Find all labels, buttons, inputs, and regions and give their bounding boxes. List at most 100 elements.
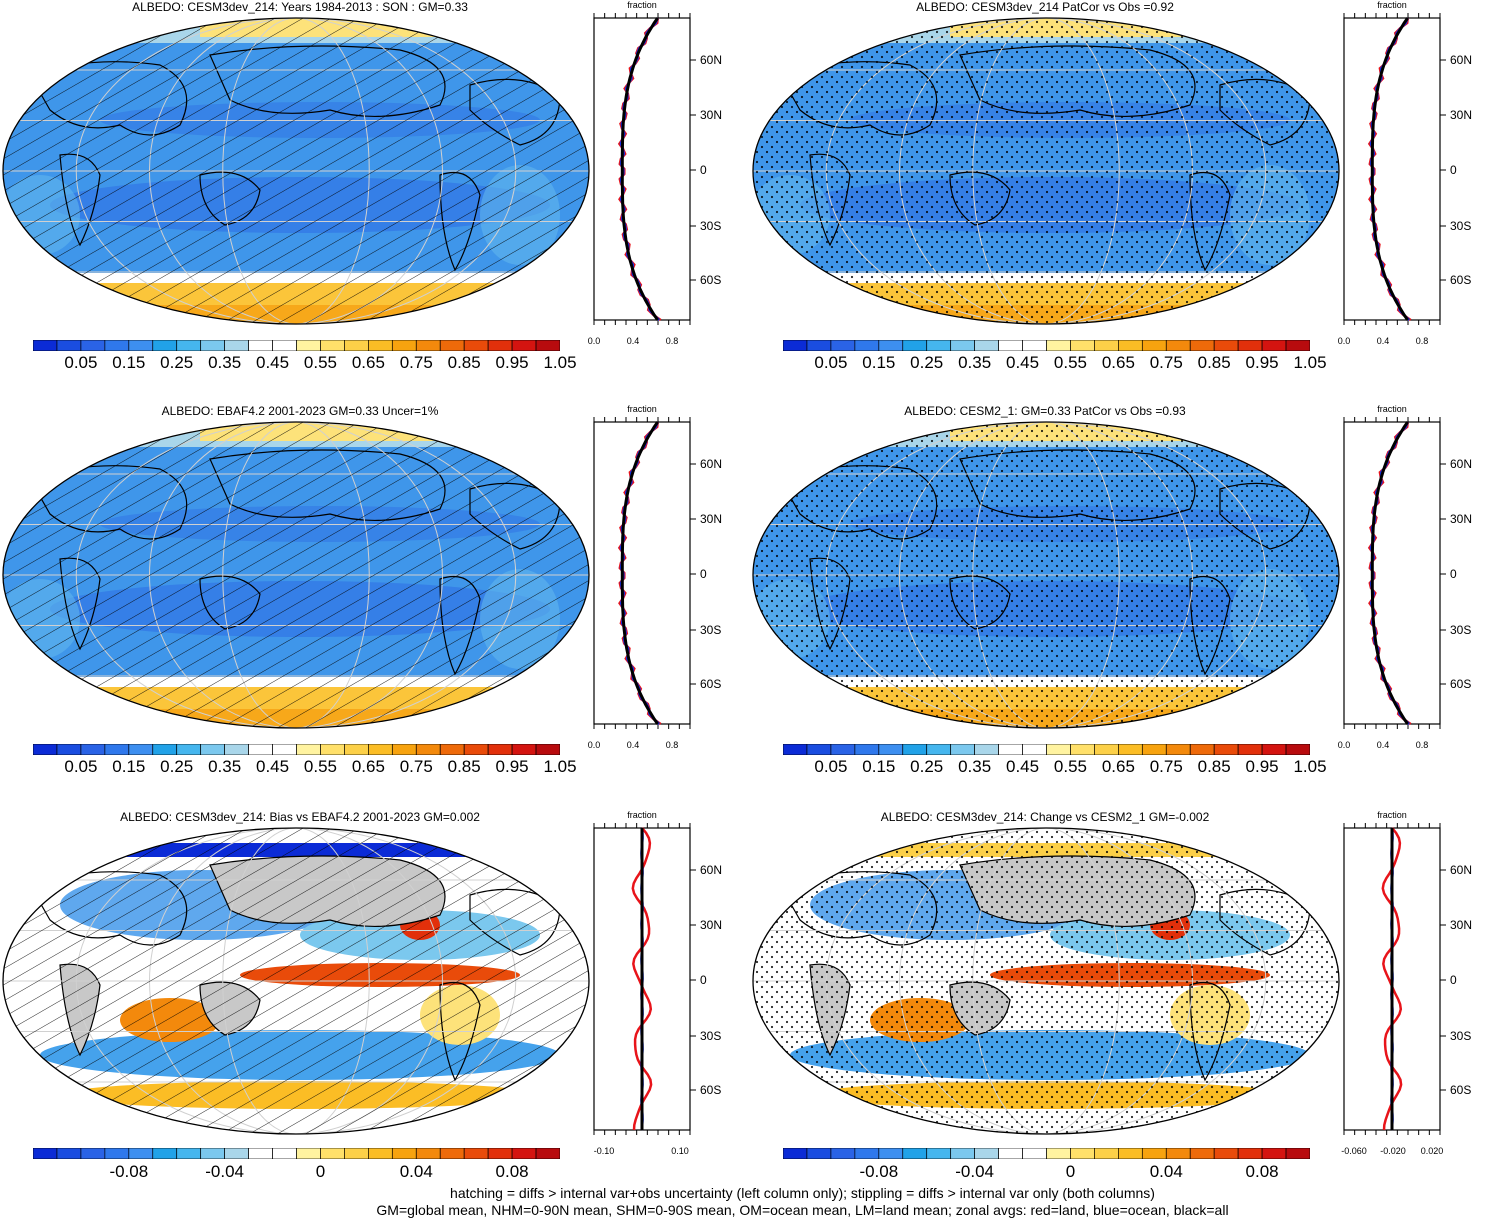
colorbar-label: 0.05 [814,353,848,372]
colorbar-swatch [1285,340,1310,351]
colorbar-swatch [128,744,154,755]
colorbar-label: 0.85 [447,757,481,776]
lat-label: 30S [700,623,721,637]
colorbar-label: 0.35 [208,757,242,776]
colorbar-swatch [272,340,297,351]
colorbar-label: 0.85 [1197,757,1231,776]
colorbar-label: 0.55 [1053,757,1087,776]
map-panel-2 [752,17,1340,325]
colorbar-swatch [1141,744,1167,755]
panel-title-1: ALBEDO: CESM3dev_214: Years 1984-2013 : … [132,0,468,14]
colorbar-swatch [926,744,952,755]
colorbar-3 [33,744,560,755]
colorbar-swatch [902,340,928,351]
lat-label: 0 [1450,973,1457,987]
panel-title-4: ALBEDO: CESM2_1: GM=0.33 PatCor vs Obs =… [904,404,1186,418]
colorbar-swatch [806,744,832,755]
zonal-tick-label: 0.8 [1416,336,1429,346]
colorbar-swatch [1141,340,1167,351]
lat-label: 60N [700,457,722,471]
colorbar-swatch [806,340,832,351]
zonal-tick-label: -0.10 [594,1146,615,1156]
colorbar-swatch [80,744,106,755]
colorbar-swatch [511,1148,537,1159]
colorbar-label: 0.55 [1053,353,1087,372]
colorbar-swatch [830,340,856,351]
colorbar-swatch [1165,744,1191,755]
colorbar-swatch [974,744,999,755]
colorbar-label: 1.05 [1293,757,1327,776]
colorbar-label: -0.04 [955,1162,994,1181]
zonal-tick-label: 0.4 [627,336,640,346]
colorbar-label: 0.75 [1149,757,1183,776]
colorbar-swatch [1237,340,1263,351]
panel-title-6: ALBEDO: CESM3dev_214: Change vs CESM2_1 … [880,810,1210,824]
colorbar-label: 0.85 [1197,353,1231,372]
zonal-panel-4: fraction 60N 30N 0 30S 60S 0.0 0.4 0.8 [1338,404,1472,750]
colorbar-swatch [878,340,904,351]
colorbar-swatch [830,1148,856,1159]
colorbar-swatch [33,1148,58,1159]
colorbar-label: 0.05 [64,757,98,776]
colorbar-swatch [248,1148,273,1159]
colorbar-swatch [200,340,225,351]
colorbar-swatch [1094,1148,1119,1159]
colorbar-swatch [535,744,560,755]
colorbar-swatch [439,744,465,755]
colorbar-swatch [248,744,273,755]
colorbar-labels-5: -0.08 -0.04 0 0.04 0.08 [33,1162,560,1182]
colorbar-swatch [1022,744,1047,755]
panel-title-5: ALBEDO: CESM3dev_214: Bias vs EBAF4.2 20… [120,810,480,824]
colorbar-swatch [854,744,880,755]
colorbar-swatch [320,744,345,755]
colorbar-swatch [783,744,808,755]
colorbar-swatch [152,1148,178,1159]
map-panel-5 [2,827,590,1135]
colorbar-swatch [439,1148,465,1159]
colorbar-swatch [296,1148,321,1159]
colorbar-swatch [463,1148,489,1159]
colorbar-label: 0.45 [1005,757,1040,776]
lat-label: 30N [700,918,722,932]
colorbar-swatch [783,340,808,351]
colorbar-label: -0.08 [109,1162,149,1181]
colorbar-swatch [1237,1148,1263,1159]
colorbar-swatch [1046,744,1071,755]
colorbar-swatch [1118,744,1143,755]
colorbar-labels-3: 0.05 0.15 0.25 0.35 0.45 0.55 0.65 0.75 0.85 0.95… [33,757,576,777]
lat-label: 30N [1450,918,1472,932]
colorbar-label: 0.25 [160,353,194,372]
colorbar-label: 0.45 [1005,353,1040,372]
colorbar-label: 0.08 [495,1162,529,1181]
colorbar-swatch [974,1148,999,1159]
zonal-axis-title: fraction [1377,810,1407,820]
colorbar-label: 1.05 [1293,353,1327,372]
zonal-axis-title: fraction [627,404,657,414]
colorbar-swatch [998,340,1023,351]
zonal-tick-label: 0.0 [588,336,601,346]
colorbar-labels-4: 0.05 0.15 0.25 0.35 0.45 0.55 0.65 0.75 0.85 0.95… [783,757,1326,777]
zonal-panel-2: fraction 60N 30N 0 30S 60S 0.0 0.4 0.8 [1338,0,1472,346]
lat-label: 60N [1450,863,1472,877]
colorbar-swatch [830,744,856,755]
colorbar-label: 0.75 [399,353,433,372]
zonal-tick-label: 0.10 [671,1146,689,1156]
colorbar-swatch [368,340,393,351]
colorbar-swatch [806,1148,832,1159]
colorbar-swatch [128,1148,154,1159]
colorbar-swatch [1189,744,1215,755]
colorbar-label: 0 [1065,1162,1076,1181]
colorbar-swatch [511,340,537,351]
colorbar-swatch [1165,340,1191,351]
colorbar-label: 1.05 [543,757,577,776]
lat-label: 30S [1450,1029,1471,1043]
colorbar-label: 0.45 [255,757,290,776]
colorbar-swatch [439,340,465,351]
lat-label: 0 [700,567,707,581]
colorbar-swatch [1237,744,1263,755]
colorbar-swatch [368,744,393,755]
colorbar-labels-1: 0.05 0.15 0.25 0.35 0.45 0.55 0.65 0.75 0.85 0.95… [33,353,576,373]
colorbar-swatch [1046,1148,1071,1159]
colorbar-swatch [80,1148,106,1159]
colorbar-swatch [463,744,489,755]
